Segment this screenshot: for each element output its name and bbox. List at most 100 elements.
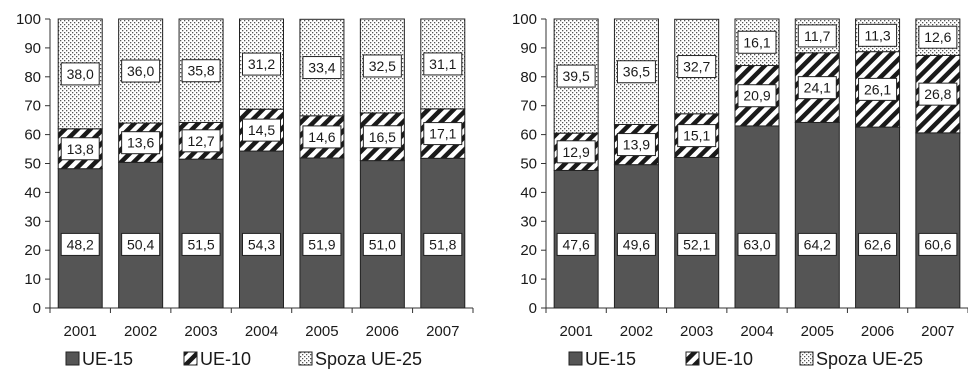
x-tick-label: 2007 bbox=[921, 323, 954, 340]
bar-segment-ue-15 bbox=[734, 125, 780, 309]
y-tick-label: 90 bbox=[520, 40, 537, 57]
legend-swatch-ue-15 bbox=[568, 351, 583, 366]
data-label-box bbox=[242, 118, 281, 142]
y-tick-label: 10 bbox=[24, 271, 41, 288]
data-label-box bbox=[677, 232, 717, 256]
data-label-box bbox=[423, 122, 463, 146]
data-label-box bbox=[616, 232, 656, 256]
data-label: 51,0 bbox=[369, 236, 396, 252]
data-label-box bbox=[60, 62, 100, 86]
data-label: 36,5 bbox=[623, 64, 650, 80]
y-tick-label: 50 bbox=[520, 156, 537, 173]
bar-segment-ue-15 bbox=[855, 126, 901, 309]
data-label: 14,5 bbox=[248, 122, 275, 138]
legend-swatch-ue-15 bbox=[65, 351, 80, 366]
data-label: 12,7 bbox=[187, 133, 214, 149]
data-label: 13,8 bbox=[67, 141, 94, 157]
data-label-box bbox=[121, 59, 161, 83]
bar-segment-ue-15 bbox=[915, 132, 961, 309]
data-label-box bbox=[556, 232, 596, 256]
legend-label: UE-10 bbox=[702, 349, 753, 369]
y-tick-label: 100 bbox=[16, 11, 41, 28]
data-label: 24,1 bbox=[804, 80, 831, 96]
legend-label: UE-15 bbox=[585, 349, 636, 369]
data-label: 16,5 bbox=[369, 129, 396, 145]
x-tick-label: 2003 bbox=[184, 323, 217, 340]
x-tick-label: 2005 bbox=[305, 323, 338, 340]
data-label: 20,9 bbox=[743, 88, 770, 104]
y-tick-label: 90 bbox=[24, 40, 41, 57]
x-tick-label: 2001 bbox=[559, 323, 592, 340]
x-tick-label: 2006 bbox=[861, 323, 894, 340]
data-label-box bbox=[918, 82, 958, 106]
data-label-box bbox=[242, 52, 281, 76]
data-label: 13,6 bbox=[127, 135, 154, 151]
data-label-box bbox=[556, 140, 596, 164]
data-label: 35,8 bbox=[187, 63, 214, 79]
data-label-box bbox=[181, 232, 221, 256]
data-label-box bbox=[616, 133, 656, 157]
data-label: 47,6 bbox=[563, 236, 590, 252]
data-label: 26,1 bbox=[864, 81, 891, 97]
data-label-box bbox=[242, 232, 281, 256]
data-label-box bbox=[423, 52, 463, 76]
data-label: 49,6 bbox=[623, 236, 650, 252]
data-label: 36,0 bbox=[127, 63, 154, 79]
data-label: 38,0 bbox=[67, 66, 94, 82]
data-label: 60,6 bbox=[924, 236, 951, 252]
data-label-box bbox=[616, 60, 656, 84]
legend-label: Spoza UE-25 bbox=[315, 349, 422, 369]
data-label-box bbox=[302, 232, 342, 256]
data-label: 32,5 bbox=[369, 58, 396, 74]
data-label-box bbox=[737, 30, 777, 54]
data-label-box bbox=[858, 77, 898, 101]
data-label: 26,8 bbox=[924, 86, 951, 102]
data-label: 51,9 bbox=[308, 236, 335, 252]
y-tick-label: 30 bbox=[520, 213, 537, 230]
data-label: 48,2 bbox=[67, 236, 94, 252]
y-tick-label: 60 bbox=[24, 127, 41, 144]
data-label: 63,0 bbox=[743, 236, 770, 252]
data-label: 51,8 bbox=[429, 236, 456, 252]
y-tick-label: 80 bbox=[24, 69, 41, 86]
data-label: 51,5 bbox=[187, 236, 214, 252]
data-label: 50,4 bbox=[127, 236, 154, 252]
data-label-box bbox=[797, 24, 837, 48]
data-label-box bbox=[302, 125, 342, 149]
data-label-box bbox=[797, 76, 837, 100]
y-tick-label: 0 bbox=[33, 300, 41, 317]
y-tick-label: 50 bbox=[24, 156, 41, 173]
data-label-box bbox=[918, 25, 958, 49]
y-tick-label: 20 bbox=[520, 242, 537, 259]
data-label: 12,9 bbox=[563, 144, 590, 160]
data-label: 12,6 bbox=[924, 29, 951, 45]
data-label: 31,2 bbox=[248, 56, 275, 72]
data-label-box bbox=[737, 232, 777, 256]
data-label: 64,2 bbox=[804, 236, 831, 252]
data-label: 17,1 bbox=[429, 126, 456, 142]
data-label: 13,9 bbox=[623, 137, 650, 153]
legend-label: UE-10 bbox=[200, 349, 251, 369]
x-tick-label: 2004 bbox=[245, 323, 278, 340]
data-label-box bbox=[362, 232, 402, 256]
data-label-box bbox=[121, 232, 161, 256]
x-tick-label: 2001 bbox=[64, 323, 97, 340]
data-label-box bbox=[858, 232, 898, 256]
x-tick-label: 2007 bbox=[426, 323, 459, 340]
data-label: 11,3 bbox=[864, 27, 890, 43]
x-tick-label: 2004 bbox=[740, 323, 773, 340]
data-label-box bbox=[858, 23, 898, 47]
data-label-box bbox=[181, 129, 221, 153]
x-tick-label: 2002 bbox=[124, 323, 157, 340]
y-tick-label: 70 bbox=[24, 98, 41, 115]
legend-swatch-ue-10 bbox=[685, 351, 700, 366]
x-tick-label: 2006 bbox=[366, 323, 399, 340]
y-tick-label: 100 bbox=[512, 11, 537, 28]
data-label: 54,3 bbox=[248, 236, 275, 252]
data-label-box bbox=[181, 59, 221, 83]
data-label-box bbox=[677, 124, 717, 148]
y-tick-label: 70 bbox=[520, 98, 537, 115]
data-label: 32,7 bbox=[683, 59, 710, 75]
